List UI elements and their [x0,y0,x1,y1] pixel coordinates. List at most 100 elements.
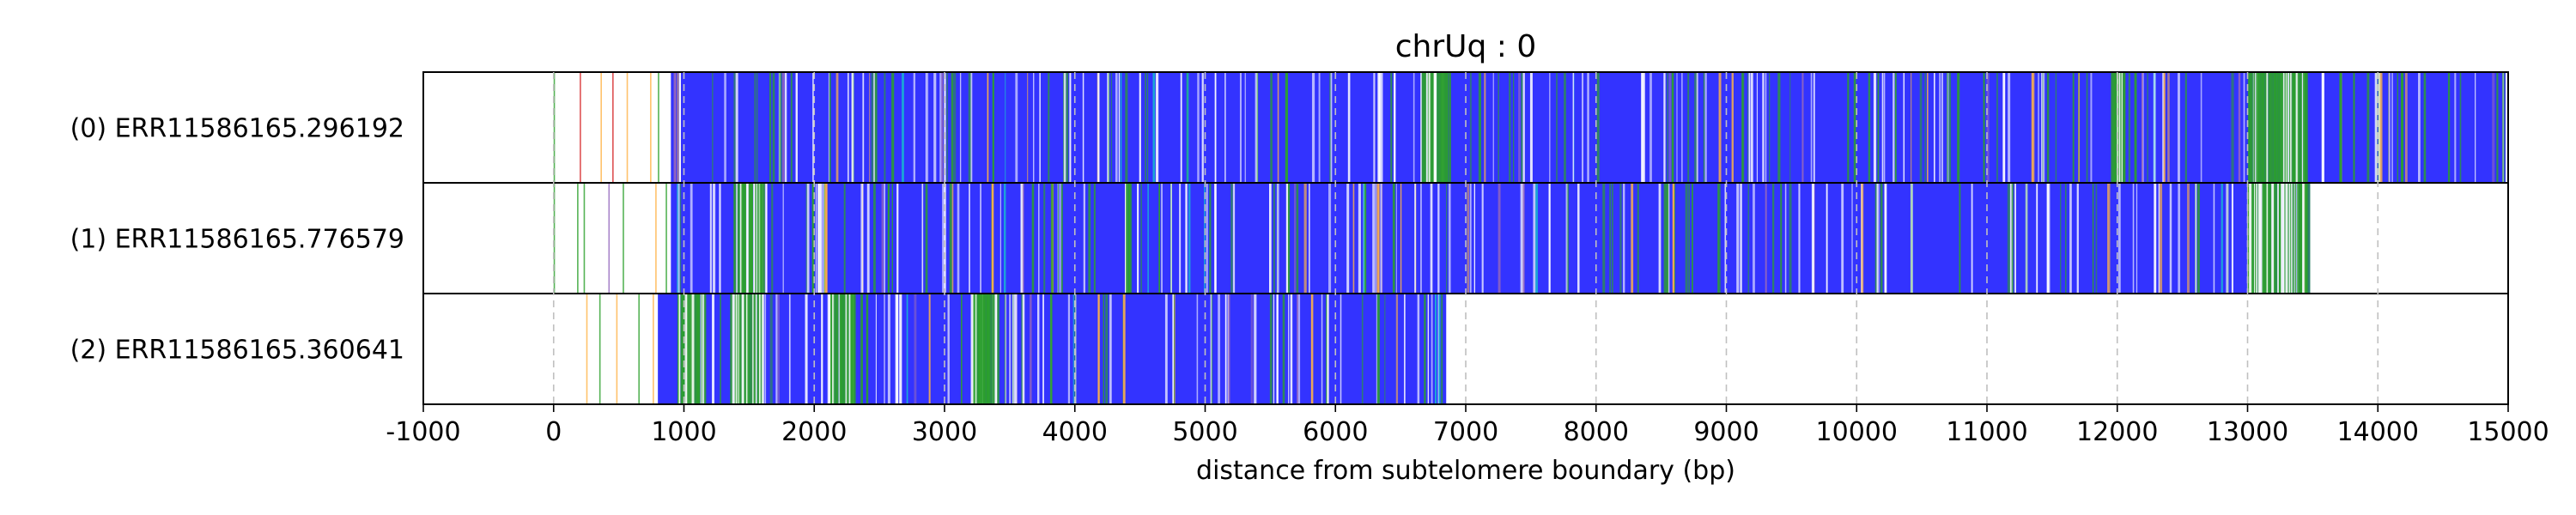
variant-stripe [2123,72,2126,183]
variant-stripe [1139,72,1141,183]
variant-stripe [1957,72,1960,183]
variant-stripe [1996,72,1998,183]
variant-stripe [1174,294,1176,404]
variant-stripe [1666,183,1669,294]
variant-stripe [2321,72,2324,183]
variant-stripe [684,294,688,404]
variant-stripe [2281,72,2284,183]
variant-stripe [841,294,844,404]
variant-stripe [2283,183,2285,294]
variant-stripe [991,183,994,294]
variant-stripe [824,183,828,294]
variant-stripe [1197,72,1200,183]
variant-stripe [690,183,693,294]
variant-stripe [1209,183,1212,294]
variant-stripe [2302,183,2304,294]
variant-stripe [1417,294,1420,404]
read-label: (1) ERR11586165.776579 [70,225,404,255]
variant-stripe [1841,183,1844,294]
variant-stripe [2184,72,2187,183]
variant-stripe [781,72,785,183]
variant-stripe [1748,72,1751,183]
variant-stripe [1765,72,1767,183]
variant-stripe [1780,183,1783,294]
variant-stripe [1432,72,1435,183]
variant-stripe [2169,183,2172,294]
variant-stripe [1014,294,1018,404]
variant-stripe [2293,72,2295,183]
variant-stripe [1903,72,1905,183]
variant-stripe [1434,72,1437,183]
variant-stripe [2295,72,2299,183]
variant-stripe [1696,72,1698,183]
variant-stripe [2418,72,2421,183]
variant-stripe [969,183,970,294]
variant-stripe [1443,72,1446,183]
variant-stripe [748,294,750,404]
variant-stripe [775,294,778,404]
variant-stripe [1467,183,1469,294]
variant-stripe [2272,183,2275,294]
variant-stripe [1427,294,1430,404]
variant-stripe [2492,72,2495,183]
variant-stripe [2136,183,2138,294]
variant-stripe [751,294,753,404]
variant-stripe [1048,72,1050,183]
variant-stripe [914,294,917,404]
variant-stripe [1718,72,1722,183]
variant-stripe [1518,72,1521,183]
variant-stripe [2298,72,2300,183]
variant-stripe [1063,72,1066,183]
variant-stripe [847,294,848,404]
repeat-block [671,183,2311,294]
variant-stripe [925,183,928,294]
x-axis-ticks: -1000 0 1000 2000 3000 4000 5000 6000 7000 8000 90… [386,404,2549,447]
variant-stripe [735,72,738,183]
variant-stripe [1050,183,1054,294]
variant-stripe [884,183,886,294]
variant-stripe [738,183,742,294]
variant-stripe [1880,183,1883,294]
variant-stripe [2275,72,2277,183]
variant-stripe [2475,72,2476,183]
variant-stripe [1377,72,1381,183]
variant-stripe [927,72,928,183]
variant-stripe [895,294,898,404]
variant-stripe [1214,72,1217,183]
variant-stripe [874,72,878,183]
variant-stripe [1449,72,1451,183]
variant-stripe [1285,72,1288,183]
variant-stripe [1637,183,1639,294]
variant-stripe [761,183,762,294]
variant-stripe [1534,183,1539,294]
variant-stripe [2231,183,2233,294]
variant-stripe [758,294,762,404]
variant-stripe [2353,72,2355,183]
variant-stripe [835,294,838,404]
variant-stripe [951,72,954,183]
variant-stripe [1031,183,1035,294]
variant-stripe [677,294,680,404]
variant-stripe [1664,183,1668,294]
variant-stripe [754,294,756,404]
variant-stripe [1881,72,1883,183]
variant-stripe [891,72,894,183]
variant-stripe [764,294,767,404]
variant-stripe [852,294,854,404]
variant-stripe [735,294,738,404]
variant-stripe [1358,183,1361,294]
variant-stripe [990,294,993,404]
variant-stripe [2231,72,2234,183]
variant-stripe [739,294,744,404]
variant-stripe [1270,72,1273,183]
pre-repeat-mark [553,72,556,183]
variant-stripe [1327,294,1329,404]
pre-repeat-mark [626,72,629,183]
variant-stripe [1736,183,1740,294]
pre-repeat-mark [655,183,657,294]
variant-stripe [1927,72,1929,183]
variant-stripe [1211,294,1213,404]
variant-stripe [2095,183,2098,294]
read-label: (2) ERR11586165.360641 [70,336,404,366]
variant-stripe [1582,72,1584,183]
